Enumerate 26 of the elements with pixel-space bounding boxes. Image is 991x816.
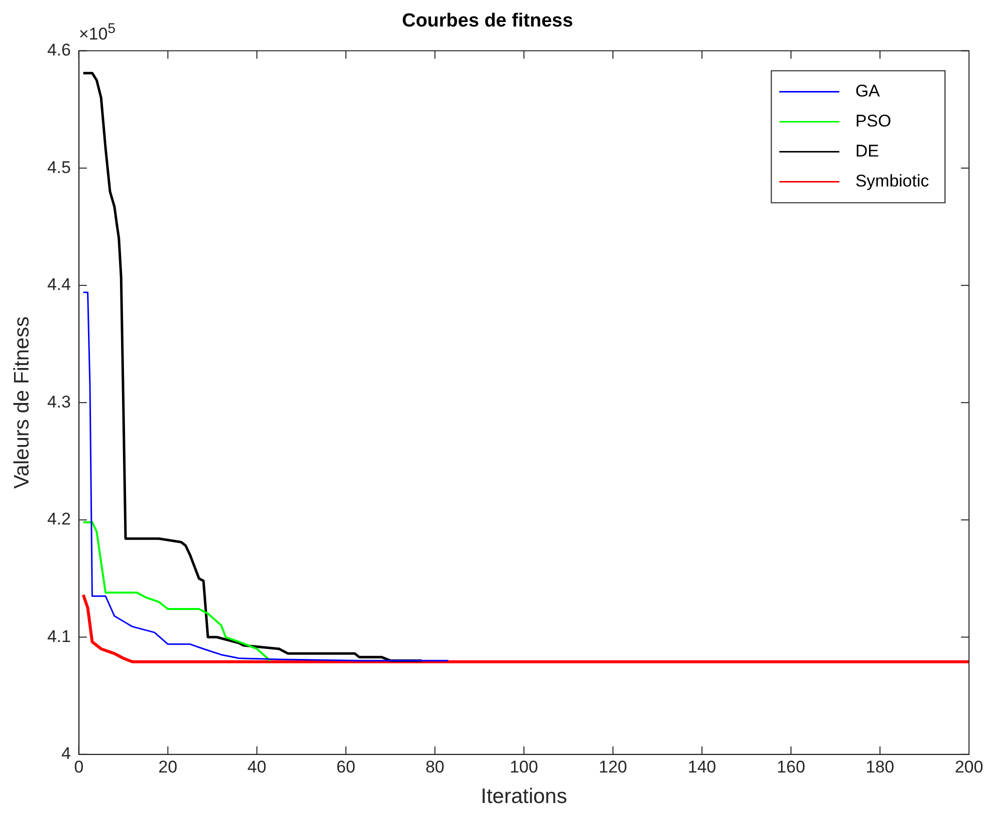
x-tick-label: 60 [336,757,356,776]
y-tick-label: 4.5 [47,158,71,177]
y-tick-label: 4.1 [47,626,71,646]
x-tick-label: 180 [866,757,894,776]
legend-label: Symbiotic [855,171,930,190]
x-tick-label: 100 [510,757,538,776]
x-tick-label: 200 [954,757,984,776]
legend-label: DE [855,141,879,160]
y-tick-label: 4.2 [47,510,71,529]
x-tick-label: 0 [74,757,84,776]
y-tick-label: 4 [61,744,71,764]
x-tick-label: 140 [688,757,716,776]
x-axis-title: Iterations [480,785,568,808]
x-tick-label: 20 [158,757,178,776]
legend-label: PSO [855,111,892,130]
legend-label: GA [855,81,881,100]
x-tick-label: 80 [425,757,444,776]
x-tick-label: 120 [598,757,628,776]
x-tick-label: 160 [776,757,806,776]
text: ×10$^{5}$ [78,20,116,44]
x-tick-label: 40 [247,757,266,776]
chart-title: Courbes de fitness [402,10,574,32]
y-tick-label: 4.6 [47,40,71,60]
y-tick-label: 4.4 [47,275,71,294]
y-axis-title: Valeurs de Fitness [10,316,34,489]
y-tick-label: 4.3 [47,392,71,412]
